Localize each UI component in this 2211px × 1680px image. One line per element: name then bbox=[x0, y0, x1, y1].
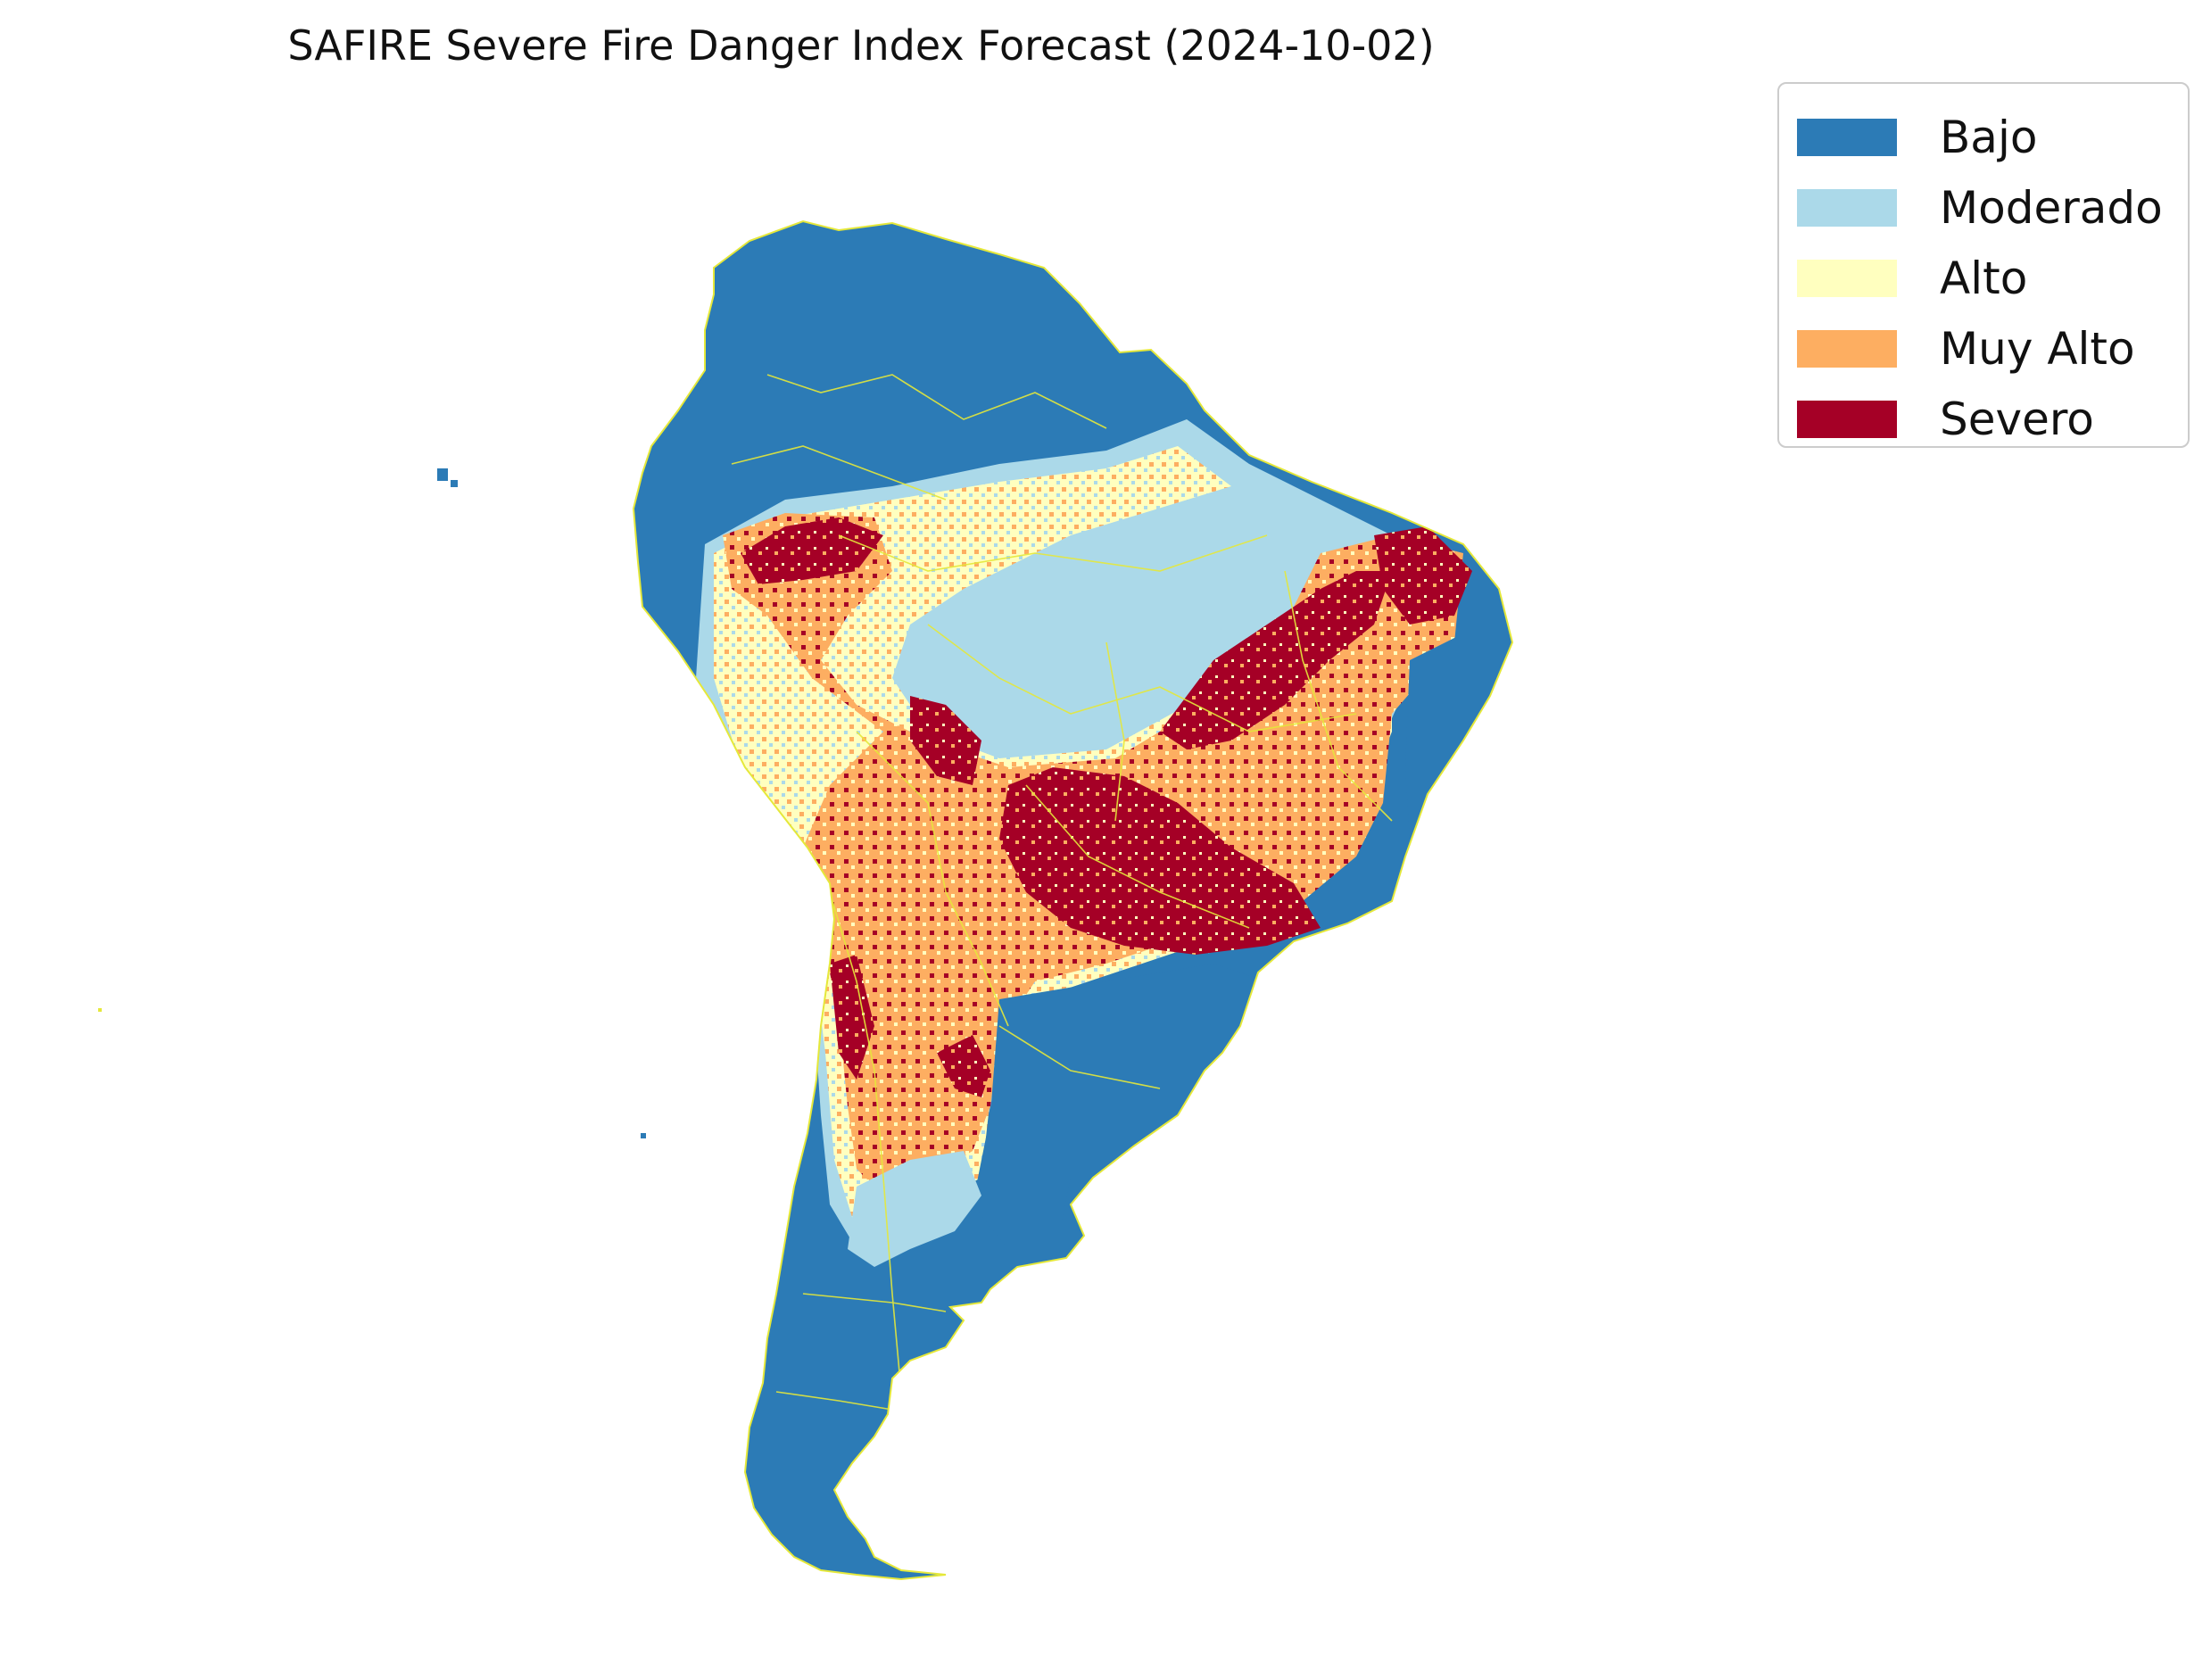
zone-severo-coast bbox=[1374, 526, 1472, 625]
legend-item-severo: Severo bbox=[1797, 384, 2188, 454]
legend-label-severo: Severo bbox=[1940, 393, 2094, 445]
legend-item-muy-alto: Muy Alto bbox=[1797, 313, 2188, 384]
legend-swatch-alto bbox=[1797, 259, 1897, 297]
zone-bajo-south bbox=[973, 964, 1267, 1249]
zone-severo-ne bbox=[1160, 571, 1392, 749]
political-borders bbox=[731, 374, 1393, 1411]
legend-label-bajo: Bajo bbox=[1940, 111, 2038, 163]
zone-severo-sw bbox=[910, 696, 981, 785]
islands bbox=[98, 468, 646, 1138]
zone-bajo-east bbox=[1405, 625, 1499, 839]
legend-item-alto: Alto bbox=[1797, 243, 2188, 313]
map-title: SAFIRE Severe Fire Danger Index Forecast… bbox=[287, 21, 1435, 70]
legend-item-moderado: Moderado bbox=[1797, 172, 2188, 243]
legend-swatch-severo bbox=[1797, 400, 1897, 438]
legend-label-alto: Alto bbox=[1940, 252, 2028, 304]
legend-item-bajo: Bajo bbox=[1797, 102, 2188, 172]
fire-danger-map bbox=[98, 220, 1513, 1580]
legend-swatch-bajo bbox=[1797, 118, 1897, 156]
zone-severo-central bbox=[999, 767, 1321, 955]
legend-swatch-muy-alto bbox=[1797, 329, 1897, 368]
zone-severo-andes bbox=[830, 955, 874, 1080]
legend-swatch-moderado bbox=[1797, 188, 1897, 227]
legend-label-moderado: Moderado bbox=[1940, 181, 2163, 234]
legend: Bajo Moderado Alto Muy Alto Severo bbox=[1777, 82, 2190, 448]
legend-label-muy-alto: Muy Alto bbox=[1940, 322, 2135, 375]
danger-zones bbox=[696, 419, 1499, 1267]
zone-moderado-south bbox=[848, 1151, 981, 1267]
zone-severo-chaco bbox=[937, 1035, 990, 1097]
zone-severo-west bbox=[741, 517, 883, 584]
